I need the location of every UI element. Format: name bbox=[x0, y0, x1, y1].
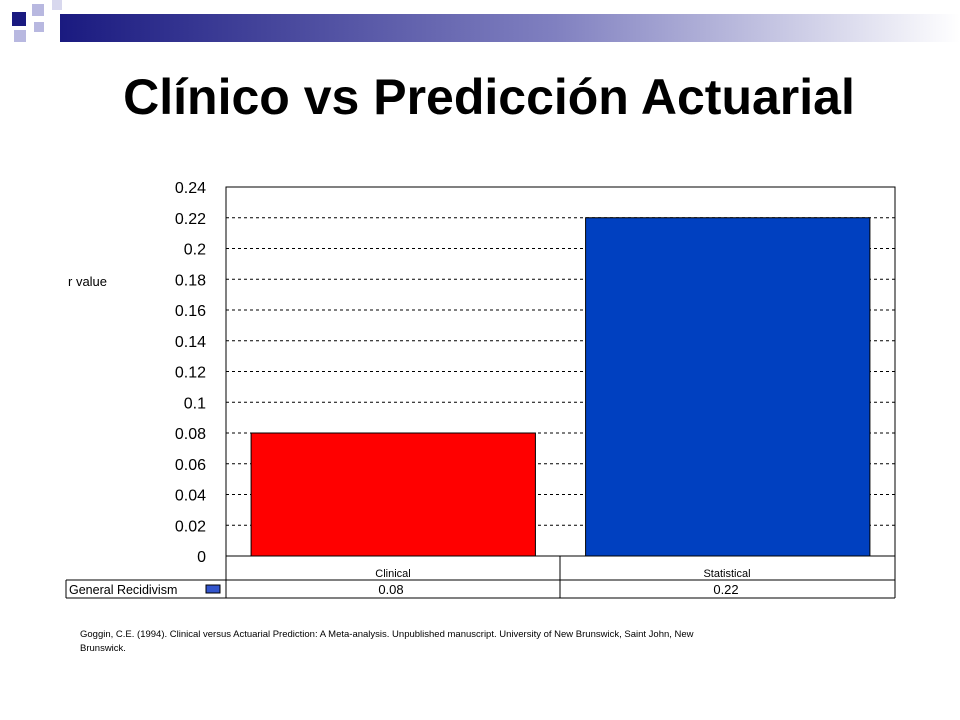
y-tick-label: 0.1 bbox=[184, 395, 206, 412]
header-decoration bbox=[12, 0, 960, 42]
y-tick-label: 0.14 bbox=[175, 334, 206, 351]
y-tick-label: 0.02 bbox=[175, 518, 206, 535]
y-tick-label: 0.04 bbox=[175, 488, 206, 505]
slide-title: Clínico vs Predicción Actuarial bbox=[123, 69, 855, 125]
deco-square-small bbox=[34, 22, 44, 32]
bar-statistical bbox=[585, 217, 871, 557]
table-value-statistical: 0.22 bbox=[713, 582, 738, 597]
y-tick-label: 0.2 bbox=[184, 242, 206, 259]
y-tick-label: 0.24 bbox=[175, 180, 206, 197]
bar-clinical bbox=[250, 432, 536, 557]
deco-gradient-bar bbox=[60, 14, 960, 42]
legend-swatch bbox=[205, 584, 221, 594]
deco-square-lavender-top bbox=[32, 4, 44, 16]
deco-square-lavender-bottom bbox=[14, 30, 26, 42]
deco-square-pale bbox=[52, 0, 62, 10]
table-value-clinical: 0.08 bbox=[378, 582, 403, 597]
data-table: Clinical Statistical General Recidivism … bbox=[65, 555, 896, 599]
category-label-clinical: Clinical bbox=[375, 568, 410, 580]
y-tick-label: 0.22 bbox=[175, 211, 206, 228]
y-tick-label: 0.06 bbox=[175, 457, 206, 474]
y-tick-label: 0.18 bbox=[175, 272, 206, 289]
y-tick-label: 0.16 bbox=[175, 303, 206, 320]
citation-text: Goggin, C.E. (1994). Clinical versus Act… bbox=[80, 629, 694, 654]
legend-series-name: General Recidivism bbox=[69, 583, 177, 597]
y-axis-ticks: 0 0.02 0.04 0.06 0.08 0.1 0.12 0.14 0.16 0.18 0.2 0… bbox=[175, 180, 206, 566]
y-tick-label: 0 bbox=[197, 549, 206, 566]
y-axis-label: r value bbox=[68, 274, 107, 289]
y-tick-label: 0.12 bbox=[175, 365, 206, 382]
bars bbox=[250, 217, 871, 557]
category-label-statistical: Statistical bbox=[703, 568, 750, 580]
y-tick-label: 0.08 bbox=[175, 426, 206, 443]
deco-square-navy bbox=[12, 12, 26, 26]
